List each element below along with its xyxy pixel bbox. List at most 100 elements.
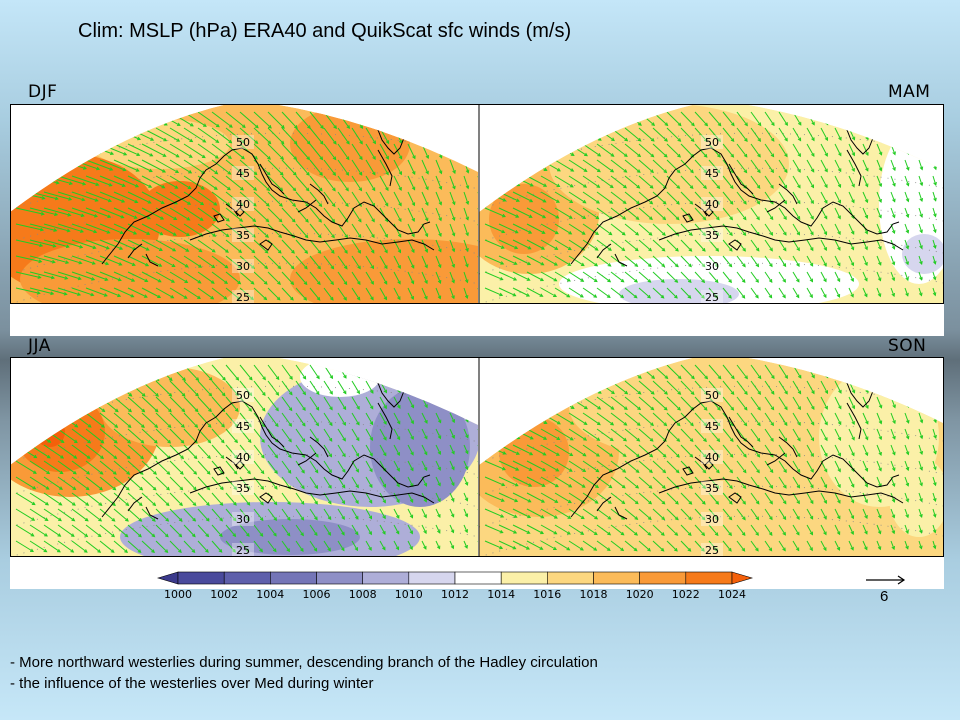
- wind-vector: [820, 271, 827, 282]
- wind-vector: [778, 239, 787, 251]
- wind-vector: [15, 255, 42, 263]
- wind-vector-head: [744, 122, 748, 127]
- wind-vector: [722, 540, 732, 552]
- wind-vector-head: [597, 152, 602, 157]
- wind-vector: [449, 207, 455, 221]
- wind-vector-head: [878, 246, 882, 251]
- wind-vector: [582, 428, 600, 441]
- wind-vector-head: [636, 169, 641, 173]
- wind-vector-head: [438, 217, 442, 222]
- wind-vector-head: [288, 423, 293, 427]
- wind-vector: [155, 271, 175, 283]
- wind-vector-head: [674, 294, 678, 299]
- wind-vector: [498, 524, 517, 534]
- wind-vector: [848, 255, 854, 266]
- wind-vector-head: [450, 529, 455, 534]
- wind-vector-head: [741, 547, 746, 552]
- wind-vector: [638, 255, 652, 267]
- wind-vector: [876, 396, 882, 408]
- wind-vector: [932, 271, 936, 280]
- wind-vector: [169, 396, 185, 412]
- wind-vector-head: [157, 279, 162, 283]
- wind-vector: [85, 524, 102, 537]
- wind-vector-head: [597, 405, 602, 410]
- wind-vector: [652, 396, 668, 411]
- wind-vector-head: [608, 484, 613, 489]
- wind-vector-head: [662, 453, 667, 458]
- wind-vector: [225, 255, 242, 269]
- wind-vector-head: [661, 516, 666, 521]
- wind-vector-head: [702, 216, 707, 221]
- wind-vector: [29, 207, 58, 216]
- wind-vector: [29, 287, 54, 295]
- wind-vector-head: [254, 124, 259, 129]
- wind-vector-head: [649, 185, 654, 189]
- wind-vector-head: [662, 216, 667, 221]
- wind-vector-head: [567, 246, 572, 251]
- wind-vector-head: [464, 497, 469, 502]
- wind-vector: [295, 175, 310, 192]
- wind-vector-head: [194, 424, 199, 428]
- wind-vector-head: [796, 531, 800, 536]
- wind-vector: [540, 476, 559, 488]
- wind-vector-head: [292, 171, 297, 176]
- wind-vector: [281, 175, 296, 191]
- wind-vector-head: [437, 498, 441, 503]
- wind-vector-head: [919, 261, 923, 265]
- wind-vector: [281, 287, 294, 301]
- wind-vector: [736, 271, 746, 283]
- wind-vector-head: [527, 514, 532, 519]
- wind-vector: [764, 364, 775, 379]
- wind-vector: [862, 207, 868, 219]
- wind-vector-head: [180, 455, 185, 460]
- wind-vector: [43, 492, 62, 506]
- wind-vector-head: [703, 153, 708, 158]
- wind-vector: [708, 364, 722, 379]
- wind-vector-head: [824, 405, 828, 410]
- wind-vector-head: [329, 406, 333, 411]
- wind-vector-head: [634, 263, 639, 267]
- wind-vector-head: [166, 486, 170, 491]
- latitude-label: 50: [236, 389, 250, 402]
- wind-vector: [127, 492, 143, 506]
- wind-vector-head: [919, 482, 923, 487]
- wind-vector-head: [526, 293, 531, 297]
- wind-vector-head: [499, 276, 504, 281]
- wind-vector-head: [796, 231, 801, 236]
- wind-vector-head: [637, 137, 642, 142]
- wind-vector-head: [623, 184, 628, 189]
- wind-vector: [582, 159, 601, 173]
- wind-vector-head: [50, 275, 56, 280]
- wind-vector: [694, 540, 705, 552]
- colorbar-tick-label: 1002: [210, 588, 238, 601]
- wind-vector-head: [501, 482, 506, 487]
- wind-vector-head: [74, 423, 79, 428]
- wind-vector-head: [411, 264, 415, 269]
- wind-vector-head: [850, 531, 854, 536]
- wind-vector: [99, 508, 116, 522]
- wind-vector-head: [315, 422, 319, 427]
- wind-vector-head: [410, 404, 415, 409]
- colorbar-tick-label: 1006: [303, 588, 331, 601]
- wind-vector: [239, 396, 252, 412]
- wind-vector: [85, 191, 112, 202]
- wind-vector: [568, 492, 585, 504]
- wind-vector-head: [891, 514, 896, 519]
- wind-vector: [778, 396, 788, 410]
- wind-vector-head: [397, 249, 401, 254]
- wind-vector-head: [266, 187, 271, 192]
- wind-vector-head: [197, 279, 202, 284]
- wind-vector-head: [343, 281, 348, 286]
- wind-vector-head: [397, 296, 401, 301]
- wind-vector-head: [451, 264, 455, 268]
- wind-vector-head: [580, 278, 585, 282]
- wind-vector: [211, 380, 226, 397]
- wind-vector-head: [499, 529, 504, 534]
- wind-vector: [379, 223, 388, 238]
- wind-vector: [834, 159, 842, 172]
- wind-vector-head: [729, 469, 734, 474]
- wind-vector: [169, 476, 183, 491]
- wind-vector-head: [411, 202, 416, 207]
- wind-vector-head: [634, 247, 639, 252]
- plate-frame: [10, 104, 944, 304]
